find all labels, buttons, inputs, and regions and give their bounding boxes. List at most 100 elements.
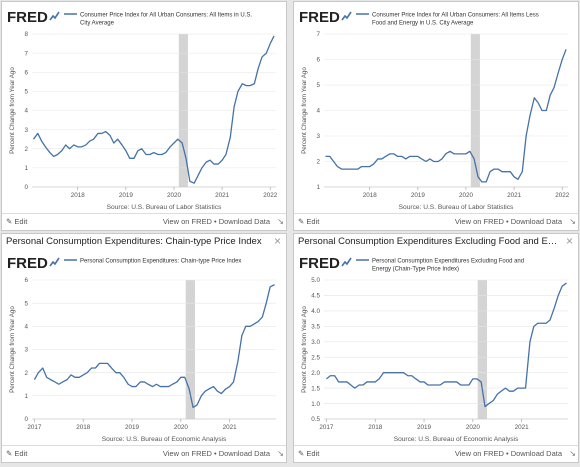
y-tick-label: 4 [24,324,28,331]
y-axis-label: Percent Change from Year Ago [9,67,16,154]
legend-label: Food and Energy in U.S. City Average [372,21,474,27]
logo-graph-icon [341,11,352,21]
x-tick-label: 2019 [417,424,432,431]
y-axis-label: Percent Change from Year Ago [9,306,16,393]
legend-label: Energy (Chain-Type Price Index) [372,267,459,273]
legend-label: Personal Consumption Expenditures Exclud… [372,259,524,265]
y-tick-label: 3.0 [311,339,320,346]
edit-label: Edit [306,217,320,226]
edit-label: Edit [306,449,320,458]
resize-handle-icon[interactable]: ↘ [569,217,576,226]
y-tick-label: 2 [24,146,28,153]
x-tick-label: 2019 [125,424,140,431]
chart-svg: FRED Personal Consumption Expenditures: C… [7,255,276,443]
y-tick-label: 0.5 [311,416,320,423]
x-tick-label: 2020 [174,424,189,431]
edit-link[interactable]: ✎ Edit [298,217,320,226]
y-tick-label: 4 [316,108,320,115]
fred-logo: FRED [299,9,340,26]
edit-link[interactable]: ✎ Edit [6,449,28,458]
x-tick-label: 2021 [215,192,230,199]
y-tick-label: 7 [316,31,320,38]
legend-label: Personal Consumption Expenditures: Chain… [80,259,241,265]
chart-panel-core-pce: Personal Consumption Expenditures Exclud… [293,233,579,463]
y-tick-label: 2.0 [311,370,320,377]
close-icon[interactable]: × [565,234,573,248]
close-icon[interactable]: × [273,234,281,248]
series-line [326,282,567,408]
legend-label: Consumer Price Index for All Urban Consu… [372,13,539,19]
fred-logo: FRED [7,255,48,272]
chart-panel-core-cpi: FRED Consumer Price Index for All Urban C… [293,1,579,231]
source-label: Source: U.S. Bureau of Labor Statistics [107,204,222,211]
view-download-links[interactable]: View on FRED • Download Data [454,449,562,458]
chart-panel-pce: Personal Consumption Expenditures: Chain… [1,233,287,463]
y-tick-label: 3 [316,133,320,140]
y-tick-label: 0 [24,416,28,423]
y-tick-label: 5 [316,82,320,89]
chart-svg: FRED Consumer Price Index for All Urban C… [299,9,570,211]
y-axis-label: Percent Change from Year Ago [301,306,308,393]
edit-label: Edit [14,217,28,226]
x-tick-label: 2020 [466,424,481,431]
source-label: Source: U.S. Bureau of Labor Statistics [399,204,514,211]
logo-graph-icon [49,11,60,21]
x-tick-label: 2018 [71,192,86,199]
y-tick-label: 5.0 [311,277,320,284]
panel-footer: ✎ Edit View on FRED • Download Data ↘ [294,445,578,462]
y-tick-label: 6 [316,57,320,64]
edit-link[interactable]: ✎ Edit [6,217,28,226]
legend-label: Consumer Price Index for All Urban Consu… [80,13,252,19]
recession-band [477,280,487,419]
y-tick-label: 3.5 [311,324,320,331]
logo-graph-icon [49,257,60,267]
y-tick-label: 0 [24,184,28,191]
y-tick-label: 4.5 [311,293,320,300]
panel-title: Personal Consumption Expenditures Exclud… [298,236,560,247]
edit-link[interactable]: ✎ Edit [298,449,320,458]
series-line [33,284,275,409]
chart-svg: FRED Personal Consumption Expenditures Ex… [299,255,568,443]
source-label: Source: U.S. Bureau of Economic Analysis [394,436,519,443]
view-download-links[interactable]: View on FRED • Download Data [162,217,270,226]
panel-footer: ✎ Edit View on FRED • Download Data ↘ [294,213,578,230]
x-tick-label: 2021 [507,192,522,199]
panel-footer: ✎ Edit View on FRED • Download Data ↘ [2,213,286,230]
y-tick-label: 1.5 [311,385,320,392]
x-tick-label: 2017 [319,424,334,431]
y-tick-label: 4 [24,108,28,115]
x-tick-label: 2018 [76,424,91,431]
view-download-links[interactable]: View on FRED • Download Data [162,449,270,458]
y-tick-label: 6 [24,69,28,76]
y-tick-label: 8 [24,31,28,38]
x-tick-label: 2020 [459,192,474,199]
chart-panel-cpi: FRED Consumer Price Index for All Urban C… [1,1,287,231]
y-tick-label: 6 [24,277,28,284]
chart-svg: FRED Consumer Price Index for All Urban C… [7,9,278,211]
legend-label: City Average [80,21,115,27]
x-tick-label: 2022 [263,192,278,199]
resize-handle-icon[interactable]: ↘ [277,217,284,226]
y-axis-label: Percent Change from Year Ago [301,67,308,154]
y-tick-label: 1 [24,393,28,400]
fred-logo: FRED [299,255,340,272]
x-tick-label: 2019 [411,192,426,199]
fred-logo: FRED [7,9,48,26]
edit-label: Edit [14,449,28,458]
y-tick-label: 2.5 [311,354,320,361]
logo-graph-icon [341,257,352,267]
x-tick-label: 2018 [368,424,383,431]
y-tick-label: 5 [24,300,28,307]
y-tick-label: 2 [24,370,28,377]
y-tick-label: 1 [316,184,320,191]
panel-title: Personal Consumption Expenditures: Chain… [6,236,262,247]
resize-handle-icon[interactable]: ↘ [277,449,284,458]
series-line [325,49,567,183]
y-tick-label: 4.0 [311,308,320,315]
y-tick-label: 2 [316,159,320,166]
y-tick-label: 3 [24,347,28,354]
view-download-links[interactable]: View on FRED • Download Data [454,217,562,226]
x-tick-label: 2017 [27,424,42,431]
y-tick-label: 7 [24,50,28,57]
resize-handle-icon[interactable]: ↘ [569,449,576,458]
